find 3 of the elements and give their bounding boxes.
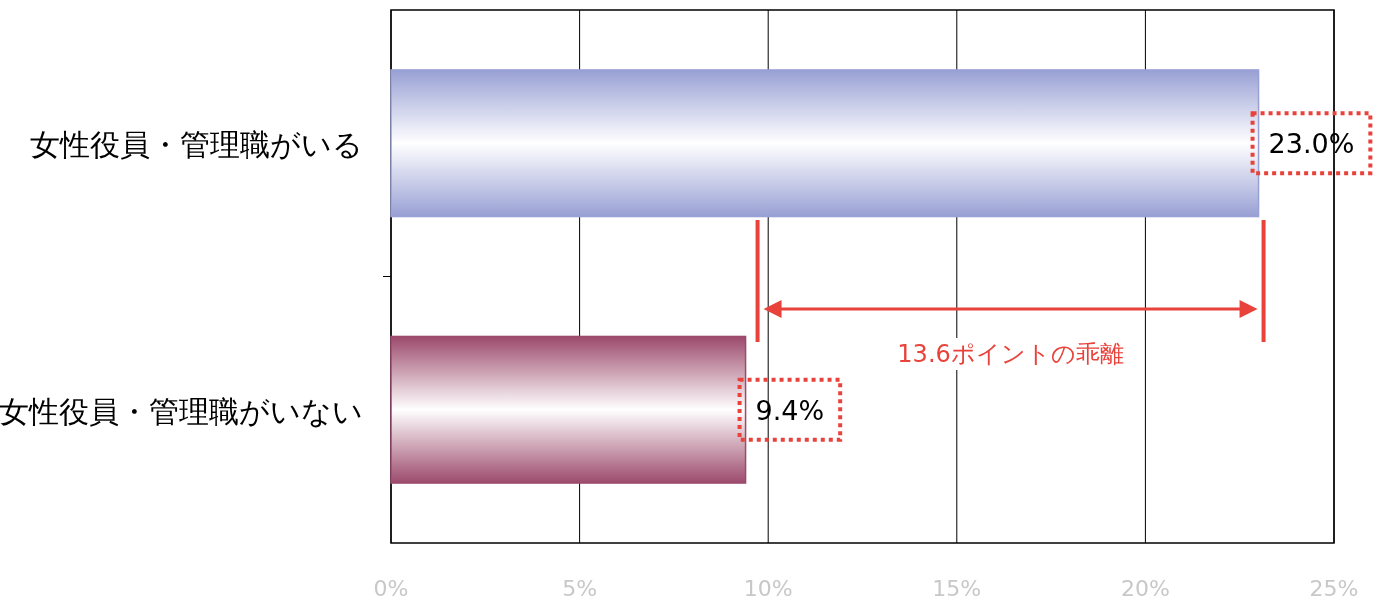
y-tick-label: 女性役員・管理職がいる	[30, 127, 363, 163]
annotation: 13.6ポイントの乖離	[897, 340, 1124, 368]
y-tick-label: 女性役員・管理職がいない	[0, 393, 363, 429]
